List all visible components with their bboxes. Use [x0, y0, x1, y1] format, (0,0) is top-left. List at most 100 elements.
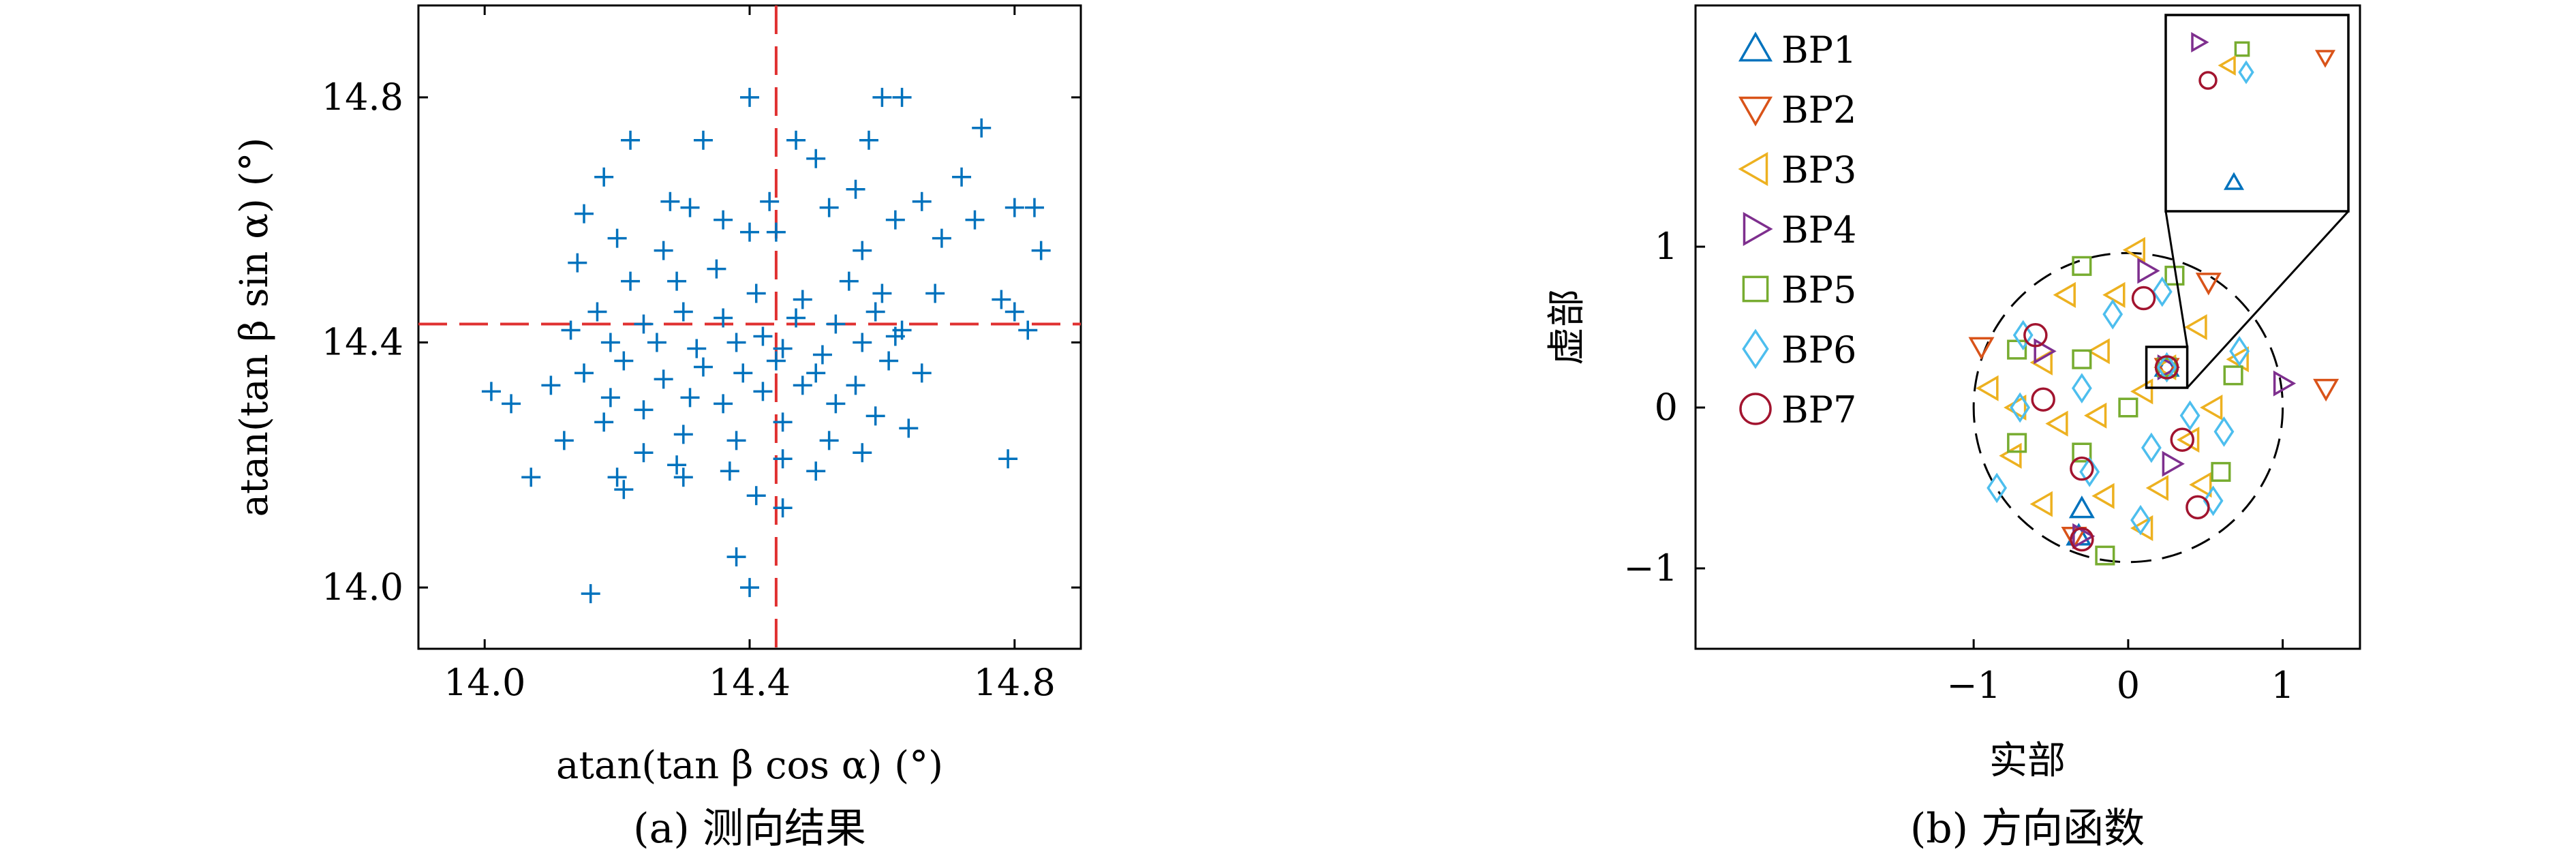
- data-point: [826, 314, 846, 334]
- data-point: [634, 400, 654, 420]
- data-point: [846, 179, 865, 199]
- data-point: [673, 468, 693, 487]
- y-tick-label: 0: [1655, 386, 1678, 429]
- inset-point: [2191, 31, 2209, 53]
- legend-label: BP2: [1781, 89, 1856, 132]
- data-point: [574, 204, 594, 224]
- data-point: [812, 345, 832, 365]
- y-tick-label: 14.4: [322, 320, 403, 363]
- data-point: [634, 314, 654, 334]
- panel-a-scatter: 14.0 14.4 14.8 14.0 14.4 14.8 atan(tan β cos…: [232, 4, 1082, 853]
- data-point: [746, 284, 766, 303]
- data-point: [502, 394, 521, 414]
- data-point: [607, 228, 627, 248]
- data-point-bp3: [2087, 338, 2110, 365]
- data-point: [766, 222, 786, 242]
- data-point: [693, 357, 713, 377]
- zoom-source-box: [2145, 346, 2189, 389]
- legend-marker-bp6: [1742, 328, 1769, 369]
- data-point-bp7: [2070, 456, 2094, 481]
- legend-marker-bp7: [1739, 393, 1772, 425]
- legend: BP1 BP2 BP3 BP4 BP5 BP6 BP7: [1738, 29, 1856, 431]
- data-point-bp3: [2130, 515, 2153, 542]
- x-tick-label: 14.8: [974, 661, 1056, 704]
- data-point: [726, 547, 746, 567]
- data-point: [600, 388, 620, 408]
- data-point: [673, 425, 693, 444]
- data-point-bp6: [2151, 276, 2173, 307]
- data-point: [879, 351, 899, 371]
- data-point-bp3: [2200, 394, 2223, 421]
- data-point: [773, 498, 793, 518]
- data-point: [634, 443, 654, 463]
- data-point-bp7: [2131, 286, 2156, 311]
- y-axis-ticks: 14.0 14.4 14.8: [322, 76, 1081, 609]
- data-point: [568, 253, 587, 273]
- legend-label: BP4: [1781, 209, 1856, 251]
- x-tick-label: 0: [2117, 664, 2140, 707]
- data-point-bp5: [2072, 349, 2092, 369]
- data-points: [481, 87, 1051, 604]
- data-point-bp6: [2156, 352, 2177, 383]
- zoom-inset: [2145, 14, 2350, 389]
- x-tick-label: 1: [2271, 664, 2294, 707]
- data-point-bp6: [2079, 457, 2100, 487]
- data-point-bp6: [2203, 485, 2224, 517]
- data-point: [793, 290, 812, 309]
- zoom-connector: [2164, 211, 2189, 348]
- x-axis-label: 实部: [1989, 739, 2066, 783]
- data-point: [766, 351, 786, 371]
- data-point-bp5: [2164, 265, 2185, 286]
- data-point-bp2: [1968, 337, 1995, 360]
- data-point: [680, 198, 700, 217]
- legend-label: BP5: [1781, 269, 1856, 311]
- data-point: [839, 271, 859, 291]
- data-point: [654, 241, 673, 260]
- data-point: [574, 363, 594, 383]
- legend-marker-bp2: [1738, 96, 1773, 127]
- panel-a-axes-box: [417, 4, 1082, 650]
- y-tick-label: 14.0: [322, 566, 403, 609]
- legend-marker-bp4: [1743, 211, 1773, 247]
- data-point-bp3: [2045, 410, 2068, 437]
- data-point: [554, 431, 574, 450]
- legend-label: BP3: [1781, 149, 1856, 191]
- data-point: [853, 443, 872, 463]
- inset-point: [2314, 50, 2336, 68]
- caption-a: (a) 测向结果: [633, 805, 866, 853]
- data-point: [773, 412, 793, 432]
- y-axis-label: atan(tan β sin α) (°): [232, 138, 277, 517]
- data-point: [733, 363, 753, 383]
- data-point: [561, 320, 581, 340]
- data-point-bp6: [2012, 320, 2034, 351]
- data-point-bp3: [2177, 427, 2200, 453]
- data-point-bp3: [2226, 346, 2249, 373]
- data-point: [965, 210, 985, 230]
- data-point: [865, 406, 885, 426]
- data-point: [693, 130, 713, 150]
- legend-label: BP1: [1781, 29, 1856, 72]
- data-point: [753, 326, 773, 346]
- data-point: [793, 376, 812, 395]
- x-axis-ticks: 14.0 14.4 14.8: [444, 5, 1056, 704]
- x-tick-label: 14.4: [709, 661, 791, 704]
- data-point-bp3: [2053, 281, 2076, 308]
- data-point: [581, 584, 600, 604]
- data-point-bp3: [2130, 378, 2153, 405]
- data-point-bp1: [2068, 495, 2095, 519]
- data-point: [806, 461, 826, 481]
- data-point: [773, 339, 793, 358]
- data-point: [680, 388, 700, 408]
- data-point-bp2: [2195, 273, 2222, 296]
- data-point: [720, 461, 739, 481]
- data-point-bp2: [2313, 378, 2340, 402]
- data-point-bp7: [2031, 387, 2055, 412]
- data-point: [714, 394, 733, 414]
- data-point-bp5: [2223, 365, 2243, 386]
- data-point: [714, 210, 733, 230]
- data-point-bp7: [2186, 495, 2210, 520]
- data-point: [872, 87, 892, 107]
- data-point: [753, 382, 773, 401]
- data-point: [853, 241, 872, 260]
- data-point-bp3: [2091, 482, 2115, 509]
